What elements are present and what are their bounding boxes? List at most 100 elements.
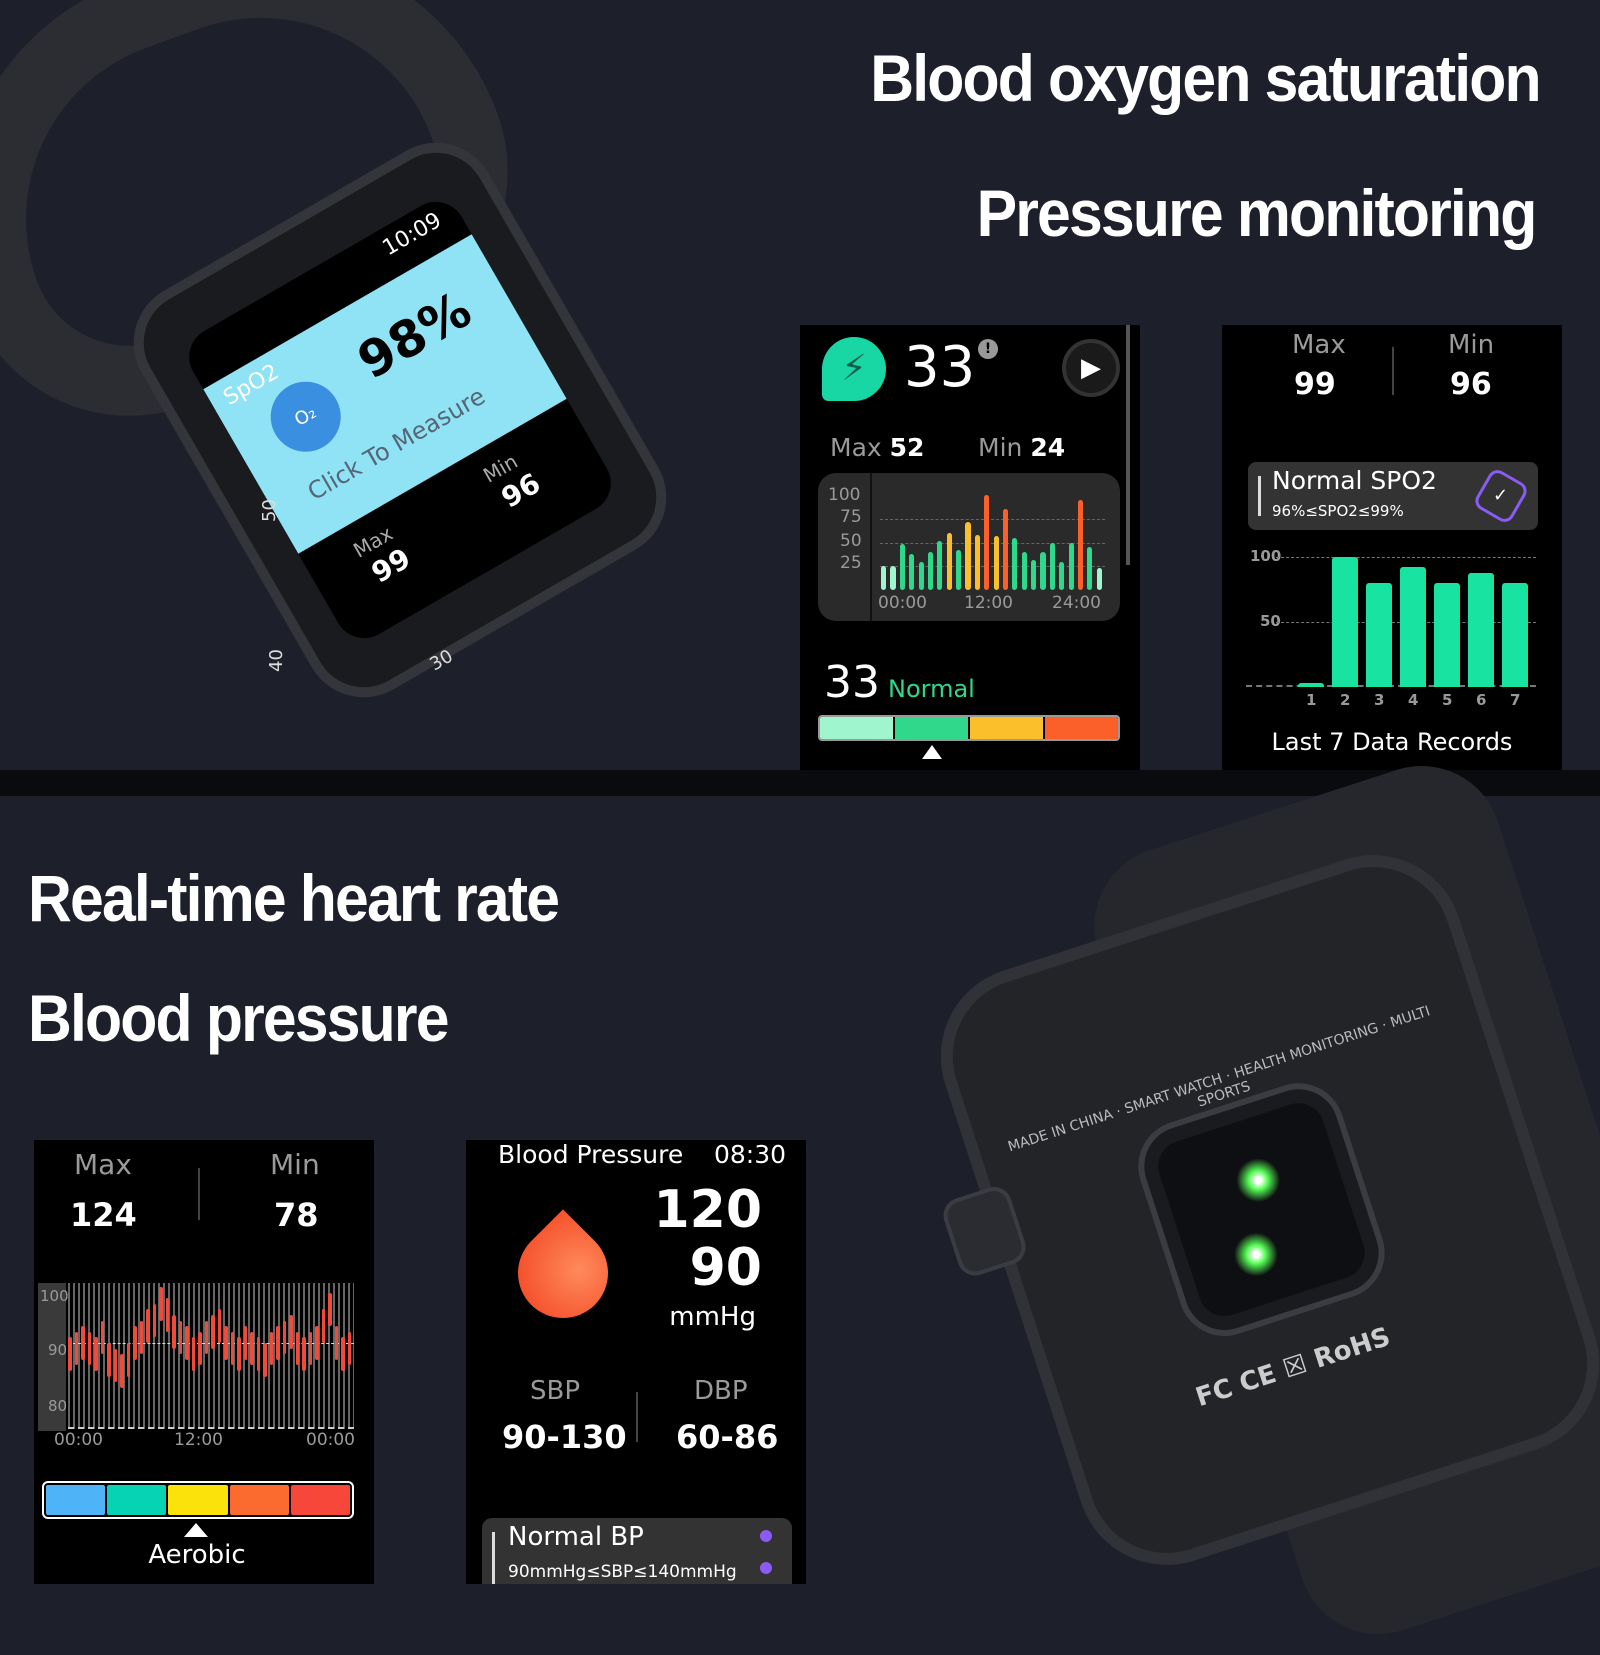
x-tick: 7 (1510, 691, 1521, 709)
min-value: 78 (274, 1196, 319, 1234)
stress-bar (965, 521, 971, 590)
heart-bar (68, 1337, 72, 1371)
heart-bar (204, 1320, 209, 1355)
spo2-x-ticks: 1 2 3 4 5 6 7 (1246, 691, 1536, 711)
stress-bar (899, 544, 905, 590)
scale-segment (895, 717, 968, 739)
stress-chart: 100 75 50 25 00:00 12:00 24:00 (818, 473, 1120, 621)
stress-bar (937, 540, 943, 590)
scale-pointer-icon (922, 745, 942, 759)
stress-bar (909, 553, 915, 590)
max-label: Max (74, 1148, 132, 1181)
zone-segment (107, 1485, 167, 1515)
heart-bar (133, 1326, 137, 1360)
spo2-bar (1468, 572, 1494, 687)
stress-bar (1002, 509, 1009, 590)
stress-bar (1087, 547, 1093, 590)
stress-bar (927, 552, 934, 590)
blood-pressure-panel: Blood Pressure 08:30 120 90 mmHg SBP 90-… (466, 1140, 806, 1584)
stress-bar (1031, 559, 1037, 590)
heart-bar (126, 1343, 131, 1377)
bp-diastolic: 90 (689, 1238, 762, 1298)
heart-bar (243, 1326, 248, 1360)
stress-bar (1059, 561, 1065, 590)
x-tick: 6 (1476, 691, 1487, 709)
scale-segment (820, 717, 893, 739)
scrollbar[interactable] (1126, 325, 1130, 565)
headline-heart-rate: Real-time heart rate (28, 861, 560, 935)
heart-bar (269, 1331, 274, 1366)
min-label: Min (978, 433, 1023, 462)
stress-bar (946, 533, 952, 590)
stress-current: 33 (824, 657, 880, 708)
sbp-label: SBP (530, 1376, 581, 1406)
x-tick: 4 (1408, 691, 1419, 709)
y-tick: 80 (48, 1397, 68, 1415)
y-tick: 50 (1260, 612, 1281, 630)
x-tick: 00:00 (306, 1430, 355, 1450)
spo2-status-card[interactable]: Normal SPO2 96%≤SPO2≤99% ✓ (1248, 462, 1538, 530)
watch-front: 10:09 SpO2 O₂ 98% Click To Measure Max 9… (0, 0, 689, 760)
bezel-mark: 40 (265, 649, 287, 672)
bp-status-card[interactable]: Normal BP 90mmHg≤SBP≤140mmHg (482, 1518, 792, 1584)
heart-bar (263, 1343, 267, 1377)
heart-bar (81, 1326, 85, 1360)
watch-time: 10:09 (378, 207, 446, 262)
bp-unit: mmHg (669, 1302, 756, 1332)
heart-bar (315, 1326, 319, 1360)
heart-bar (120, 1354, 124, 1388)
blood-drop-icon (499, 1209, 627, 1337)
heart-bar (139, 1320, 144, 1355)
heart-bar (113, 1348, 118, 1383)
spo2-bar (1298, 683, 1324, 687)
heart-bar (302, 1337, 306, 1371)
headline-blood-pressure: Blood pressure (28, 981, 449, 1055)
heart-chart: 100 90 80 (38, 1283, 354, 1431)
stress-panel: ⚡ 33 ! ▶ Max 52 Min 24 100 75 50 25 00:0… (800, 325, 1140, 770)
stress-bar (993, 535, 999, 590)
spo2-panel: Max 99 Min 96 Normal SPO2 96%≤SPO2≤99% ✓… (1222, 325, 1562, 770)
min-label: Min (1448, 330, 1495, 360)
zone-segment (46, 1485, 106, 1515)
gridline (1276, 557, 1536, 558)
heart-bars (68, 1283, 354, 1429)
spo2-bar (1502, 583, 1528, 687)
heart-bar (146, 1309, 150, 1343)
bp-time: 08:30 (714, 1140, 787, 1169)
stress-bars (880, 495, 1105, 590)
heart-bar (224, 1326, 228, 1360)
stress-bar (1012, 537, 1018, 590)
min-value: 24 (1030, 433, 1066, 462)
heart-bar (321, 1309, 326, 1343)
stress-scale (818, 715, 1120, 741)
heart-bar (250, 1331, 254, 1366)
y-tick: 100 (40, 1287, 69, 1305)
play-button[interactable]: ▶ (1062, 339, 1120, 397)
zone-segment (229, 1485, 289, 1515)
max-value: 124 (70, 1196, 137, 1234)
heart-bar (172, 1315, 176, 1349)
heart-bar (165, 1298, 170, 1332)
crown-button (938, 1182, 1031, 1281)
zone-pointer-icon (184, 1523, 208, 1537)
x-tick: 24:00 (1052, 593, 1101, 613)
heart-bar (159, 1287, 163, 1321)
x-tick: 5 (1442, 691, 1453, 709)
gridline (880, 518, 1105, 520)
dbp-range: 60-86 (676, 1418, 779, 1456)
stress-bar (1068, 542, 1074, 590)
stress-max: Max 52 (830, 433, 924, 462)
heart-bar (308, 1331, 313, 1366)
gridline (880, 566, 1105, 568)
info-icon[interactable]: ! (978, 339, 998, 359)
bp-systolic: 120 (653, 1180, 762, 1240)
y-tick: 100 (828, 485, 861, 505)
status-title: Normal SPO2 (1272, 466, 1437, 495)
spo2-bar (1434, 583, 1460, 687)
y-tick: 100 (1250, 547, 1282, 565)
o2-label: O₂ (290, 401, 320, 431)
heart-bar (198, 1331, 202, 1366)
certification-marks: FC CE ☒ RoHS (1192, 1322, 1395, 1414)
status-dot-icon (760, 1562, 772, 1574)
y-tick: 25 (840, 553, 862, 573)
